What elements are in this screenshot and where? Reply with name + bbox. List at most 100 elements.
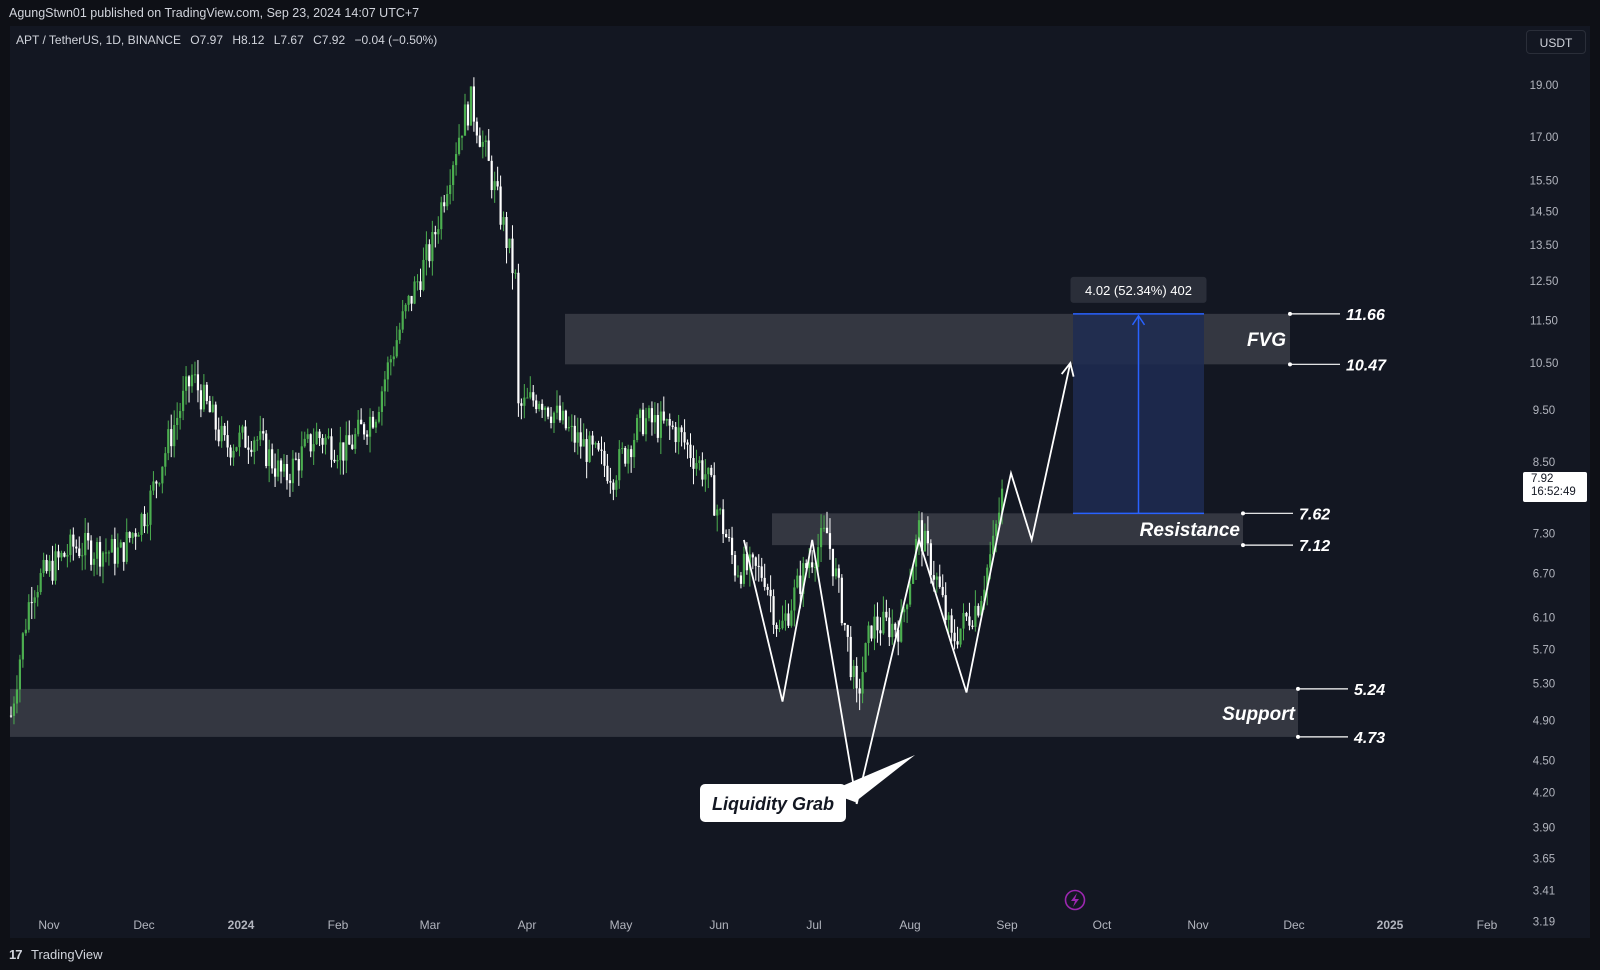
candle-body xyxy=(760,566,763,578)
candle-body xyxy=(834,568,838,577)
y-tick-label: 13.50 xyxy=(1530,240,1559,252)
candle-body xyxy=(520,403,523,406)
candle-body xyxy=(276,460,280,477)
candle-body xyxy=(769,589,772,597)
candle-body xyxy=(523,397,526,406)
x-tick-label: Feb xyxy=(1477,918,1498,932)
candle-body xyxy=(146,524,149,527)
candle-body xyxy=(633,440,636,458)
candle-body xyxy=(606,465,609,482)
candle-body xyxy=(398,329,401,341)
candle-body xyxy=(176,417,179,426)
candle-body xyxy=(730,537,734,556)
candle-body xyxy=(535,400,538,410)
candle-body xyxy=(733,555,737,576)
candle-body xyxy=(238,432,241,448)
y-tick-label: 5.30 xyxy=(1533,679,1555,691)
candle-body xyxy=(431,232,434,262)
candle-body xyxy=(220,425,223,442)
x-tick-label: 2024 xyxy=(228,918,255,932)
candle-body xyxy=(107,552,111,554)
candle-body xyxy=(374,421,378,428)
candle-body xyxy=(478,135,481,147)
candle-body xyxy=(312,444,315,452)
tradingview-brand[interactable]: TradingView xyxy=(31,947,103,962)
candle-body xyxy=(790,610,793,626)
candle-body xyxy=(615,480,618,490)
candle-body xyxy=(90,540,93,565)
candle-body xyxy=(131,533,134,538)
candle-body xyxy=(989,554,992,568)
currency-button[interactable]: USDT xyxy=(1526,30,1586,54)
candle-body xyxy=(819,528,823,548)
candle-body xyxy=(920,520,924,552)
candle-body xyxy=(490,160,493,191)
candle-body xyxy=(938,576,941,587)
candle-body xyxy=(363,424,366,435)
candle-body xyxy=(665,419,668,421)
candle-body xyxy=(597,443,600,450)
candle-body xyxy=(196,374,200,391)
candle-body xyxy=(125,532,128,562)
candle-body xyxy=(695,463,698,469)
candle-body xyxy=(739,575,743,584)
level-label: 7.12 xyxy=(1299,538,1330,555)
candle-body xyxy=(944,595,947,620)
candle-body xyxy=(882,611,885,634)
candle-body xyxy=(935,576,938,580)
candle-body xyxy=(822,527,826,529)
candle-body xyxy=(974,605,977,627)
close-value: 7.92 xyxy=(322,33,346,47)
candle-body xyxy=(463,104,467,136)
candle-body xyxy=(351,444,354,449)
candle-body xyxy=(306,434,309,439)
candle-body xyxy=(727,537,731,539)
candle-body xyxy=(986,567,989,590)
candle-body xyxy=(908,583,912,605)
candle-body xyxy=(897,629,900,642)
y-tick-label: 6.10 xyxy=(1533,613,1555,625)
candle-body xyxy=(906,604,909,610)
candle-body xyxy=(638,409,642,418)
candle-body xyxy=(965,612,968,617)
candle-body xyxy=(876,616,879,631)
candle-body xyxy=(849,636,852,678)
candle-body xyxy=(273,468,277,477)
candle-body xyxy=(647,408,651,419)
candle-body xyxy=(870,625,873,639)
y-tick-label: 14.50 xyxy=(1530,207,1559,219)
candle-body xyxy=(321,438,324,445)
candle-body xyxy=(143,513,146,527)
candle-body xyxy=(719,509,722,511)
candle-body xyxy=(716,509,719,516)
candle-body xyxy=(161,466,164,484)
x-tick-label: Nov xyxy=(1187,918,1208,932)
candle-body xyxy=(253,440,256,453)
candle-body xyxy=(336,460,339,462)
candle-body xyxy=(796,575,799,588)
x-tick-label: Jun xyxy=(709,918,728,932)
candle-body xyxy=(817,547,820,567)
candle-body xyxy=(671,425,674,427)
candle-body xyxy=(653,415,656,423)
candle-body xyxy=(763,577,766,587)
candle-body xyxy=(618,449,621,481)
candle-body xyxy=(27,602,30,630)
candle-body xyxy=(704,474,707,480)
lightning-icon[interactable] xyxy=(1064,889,1086,911)
candle-body xyxy=(211,404,214,413)
candle-body xyxy=(268,449,271,467)
candle-body xyxy=(291,458,294,484)
candle-body xyxy=(947,615,950,620)
candle-body xyxy=(18,659,22,690)
candle-body xyxy=(484,140,487,142)
candle-body xyxy=(42,559,45,574)
candle-body xyxy=(499,186,502,225)
candle-body xyxy=(701,460,704,480)
tradingview-logo-icon[interactable]: 17 xyxy=(9,947,23,962)
candle-body xyxy=(315,431,318,445)
candle-body xyxy=(707,467,710,475)
candle-body xyxy=(591,435,594,445)
candle-body xyxy=(858,688,861,694)
